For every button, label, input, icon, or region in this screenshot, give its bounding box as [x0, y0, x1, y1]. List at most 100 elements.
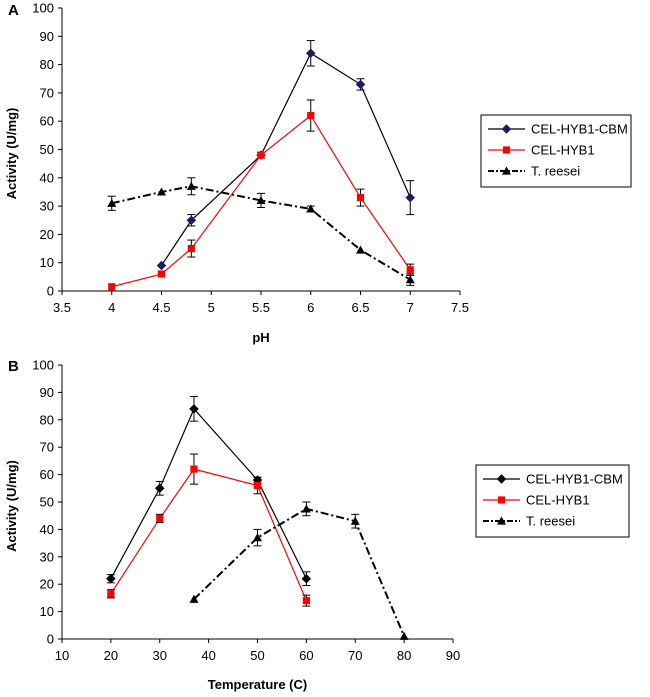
panel-b-x-tick-label: 10 [55, 648, 69, 663]
panel-b-y-tick-label: 0 [47, 632, 54, 647]
panel-a-chart: A 0 10 20 30 40 50 60 70 80 90 100 3.5 4 4.5 5 5.5 6 6.5 7… [4, 1, 632, 345]
panel-b-legend-marker [497, 496, 506, 504]
panel-a-y-tick-label: 0 [47, 284, 54, 299]
panel-a-legend-marker [502, 146, 511, 154]
panel-a-legend-label: T. reesei [531, 164, 580, 179]
panel-b-y-tick-label: 20 [40, 577, 54, 592]
panel-b-data-point [156, 514, 164, 523]
panel-b-x-tick-label: 50 [250, 648, 264, 663]
panel-a-series-0 [156, 40, 416, 271]
panel-a-y-tick-label: 30 [40, 199, 54, 214]
panel-b-y-tick-label: 10 [40, 604, 54, 619]
panel-b-data-point [106, 573, 116, 584]
panel-b-data-point [301, 504, 311, 513]
panel-a-data-point [307, 111, 315, 120]
panel-b-legend: CEL-HYB1-CBM CEL-HYB1 T. reesei [475, 464, 630, 538]
panel-a-data-point [356, 194, 365, 202]
panel-a-data-point [257, 151, 265, 159]
panel-b-series-1 [106, 453, 311, 607]
panel-b-data-point [189, 403, 199, 414]
panel-a-y-tick-label: 100 [32, 1, 54, 16]
panel-a-label: A [8, 2, 19, 19]
panel-a-data-point [356, 245, 365, 254]
panel-a-data-point [305, 48, 316, 59]
panel-a-y-tick-label: 40 [40, 170, 54, 185]
panel-b-y-tick-label: 40 [40, 522, 54, 537]
panel-a-x-axis-title: pH [252, 330, 269, 345]
panel-b-x-tick-label: 30 [153, 648, 167, 663]
panel-b-legend-marker [497, 516, 506, 525]
panel-b-y-tick-label: 70 [40, 440, 54, 455]
panel-a-y-axis-title: Activity (U/mg) [4, 108, 19, 200]
panel-b-data-point [302, 597, 310, 605]
panel-a-x-tick-label: 5.5 [252, 300, 270, 315]
panel-a-x-tick-label: 7 [407, 300, 414, 315]
panel-a-series-2 [107, 177, 415, 286]
panel-a-data-point [187, 244, 195, 253]
panel-a-x-tick-label: 7.5 [451, 300, 469, 315]
panel-a-y-tick-label: 90 [40, 29, 54, 44]
panel-a-data-point [306, 204, 316, 213]
panel-b-x-axis-title: Temperature (C) [208, 677, 307, 692]
panel-b-label: B [8, 358, 19, 375]
panel-b-data-point [301, 573, 312, 584]
panel-b-y-axis-title: Activity (U/mg) [4, 460, 19, 552]
panel-a-legend: CEL-HYB1-CBM CEL-HYB1 T. reesei [480, 114, 632, 188]
panel-b-data-point [190, 465, 198, 473]
panel-a-x-tick-label: 4 [108, 300, 115, 315]
panel-a-data-point [256, 195, 266, 205]
panel-b-data-point [253, 481, 262, 490]
panel-b-legend-label: CEL-HYB1 [526, 493, 590, 508]
panel-a-y-tick-label: 80 [40, 57, 54, 72]
panel-b-x-tick-label: 40 [201, 648, 215, 663]
panel-b-data-point [350, 516, 360, 525]
panel-b-x-tick-label: 60 [299, 648, 313, 663]
panel-b-y-tick-label: 100 [32, 358, 54, 373]
panel-b-y-tick-label: 30 [40, 549, 54, 564]
panel-a-y-tick-label: 60 [40, 114, 54, 129]
panel-a-legend-marker [502, 166, 511, 175]
panel-a-data-point [156, 260, 167, 271]
panel-a-x-tick-label: 6 [307, 300, 314, 315]
panel-b-data-point [107, 590, 115, 598]
panel-a-series-line [160, 52, 411, 266]
panel-b-series-line [110, 407, 307, 580]
panel-a-y-tick-label: 20 [40, 227, 54, 242]
panel-a-series-1 [108, 99, 415, 291]
panel-a-data-point [157, 187, 166, 196]
panel-b-data-point [189, 594, 199, 603]
panel-a-x-tick-label: 6.5 [351, 300, 369, 315]
panel-a-data-point [186, 215, 197, 226]
panel-b-data-point [399, 631, 409, 640]
panel-a-x-tick-label: 3.5 [53, 300, 71, 315]
panel-a-data-point [108, 283, 116, 291]
panel-a-data-point [406, 266, 414, 274]
panel-a-legend-marker [501, 124, 512, 134]
panel-b-data-point [253, 533, 262, 542]
panel-b-x-tick-label: 20 [104, 648, 118, 663]
panel-b-y-tick-label: 60 [40, 467, 54, 482]
panel-a-data-point [157, 270, 166, 278]
panel-a-data-point [355, 79, 366, 90]
panel-b-y-tick-label: 80 [40, 412, 54, 427]
panel-b-x-tick-label: 70 [348, 648, 362, 663]
panel-b-series-2 [189, 501, 409, 640]
panel-b-series-line [193, 507, 406, 637]
panel-b-legend-label: T. reesei [526, 514, 575, 529]
panel-b-series-line [110, 468, 307, 601]
panel-a-y-tick-label: 70 [40, 85, 54, 100]
panel-b-y-tick-label: 50 [40, 495, 54, 510]
panel-b-y-tick-label: 90 [40, 385, 54, 400]
panel-a-data-point [405, 192, 416, 203]
panel-a-y-tick-label: 50 [40, 142, 54, 157]
panel-a-data-point [405, 275, 415, 284]
panel-b-legend-marker [496, 474, 507, 484]
panel-b-legend-label: CEL-HYB1-CBM [526, 472, 623, 487]
panel-a-data-point [107, 198, 117, 207]
panel-a-x-tick-label: 4.5 [152, 300, 170, 315]
panel-b-x-tick-label: 90 [446, 648, 460, 663]
panel-a-x-tick-label: 5 [208, 300, 215, 315]
panel-a-legend-label: CEL-HYB1-CBM [531, 122, 628, 137]
